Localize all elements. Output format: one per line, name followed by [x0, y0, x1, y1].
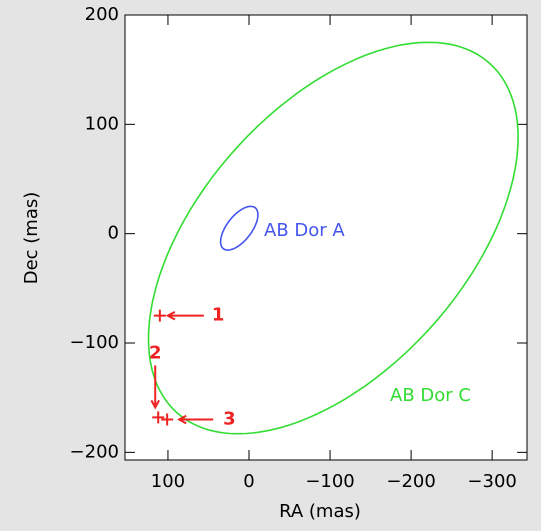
x-tick-label: −200	[386, 471, 435, 492]
x-tick-label: 100	[151, 471, 185, 492]
y-axis-label: Dec (mas)	[21, 192, 42, 285]
y-tick-label: 0	[108, 223, 119, 244]
y-tick-label: −200	[70, 441, 119, 462]
arrow	[150, 365, 160, 410]
point	[153, 309, 166, 322]
orbit	[219, 205, 259, 251]
plot-area	[125, 15, 527, 460]
x-axis-label: RA (mas)	[279, 501, 361, 522]
arrow	[177, 414, 214, 425]
point	[161, 413, 174, 426]
orbit-label: AB Dor A	[264, 220, 345, 241]
plot-frame	[124, 14, 528, 461]
y-tick-label: 100	[85, 113, 119, 134]
arrow	[165, 310, 204, 321]
y-tick-label: 200	[85, 4, 119, 25]
point-label: 1	[212, 305, 225, 326]
point-label: 3	[223, 409, 236, 430]
point	[152, 411, 165, 424]
x-tick-label: −100	[305, 471, 354, 492]
x-tick-label: 0	[243, 471, 254, 492]
point-label: 2	[149, 342, 162, 363]
orbit-label: AB Dor C	[390, 385, 471, 406]
y-tick-label: −100	[70, 332, 119, 353]
orbit	[147, 41, 519, 435]
x-tick-label: −300	[467, 471, 516, 492]
